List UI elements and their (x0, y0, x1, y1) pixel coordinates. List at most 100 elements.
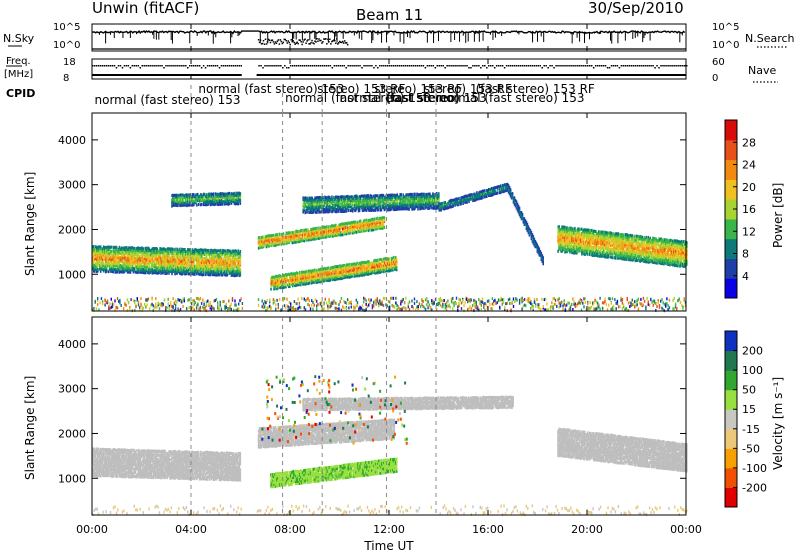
power-cell (189, 197, 191, 201)
power-cell (351, 226, 354, 230)
power-cell (172, 203, 174, 207)
power-cell (288, 285, 290, 289)
nsearch-dot (280, 40, 283, 43)
power-cell (298, 279, 301, 283)
power-cell (389, 257, 391, 261)
power-cell (331, 230, 333, 234)
power-cell (123, 256, 126, 260)
power-cell (173, 264, 175, 268)
power-cell (112, 251, 115, 255)
power-cell (301, 228, 303, 232)
power-cell (104, 246, 107, 249)
power-cell (217, 249, 220, 253)
power-cell (320, 236, 322, 240)
power-cell (350, 223, 353, 227)
power-cell (143, 263, 146, 267)
power-cell (196, 266, 199, 270)
power-cell (184, 203, 186, 207)
power-cell (193, 269, 195, 272)
power-cell (380, 222, 383, 226)
power-cell (138, 264, 141, 268)
power-cell (351, 223, 354, 227)
power-cell (192, 254, 194, 258)
power-cell (124, 262, 127, 266)
power-cell (182, 272, 184, 276)
power-cell (172, 265, 174, 269)
power-cell (144, 268, 147, 272)
nave-dot (648, 65, 650, 67)
power-cell (92, 259, 94, 263)
power-cell (144, 261, 147, 265)
power-cell (171, 251, 173, 255)
power-cell (205, 261, 208, 265)
nave-dot (325, 65, 328, 67)
power-cell (129, 258, 132, 262)
power-cell (234, 251, 237, 255)
power-cell (127, 266, 130, 270)
power-cell (97, 245, 99, 249)
power-cell (185, 272, 187, 276)
power-cell (118, 250, 121, 254)
power-cell (182, 251, 184, 255)
power-cell (227, 269, 230, 273)
power-cell (270, 279, 272, 283)
power-cell (378, 224, 381, 228)
power-cell (132, 267, 135, 270)
nsearch-dot (274, 41, 277, 43)
power-cell (286, 237, 289, 241)
power-cell (230, 265, 233, 269)
power-cell (189, 250, 191, 253)
power-cell (295, 238, 297, 242)
power-cell (114, 270, 117, 274)
power-cell (141, 261, 144, 265)
nave-dot (523, 65, 526, 67)
power-cell (289, 231, 292, 235)
power-cell (205, 195, 208, 199)
power-cell (146, 271, 149, 275)
power-cell (97, 257, 99, 261)
nsearch-dot (311, 39, 313, 42)
power-cell (291, 282, 293, 286)
power-cell (295, 273, 298, 277)
power-cell (197, 250, 200, 254)
power-cell (129, 250, 132, 254)
power-cell (316, 235, 318, 239)
power-cell (203, 265, 206, 268)
nave-dot (355, 65, 357, 67)
nave-dot (234, 65, 237, 67)
power-cell (185, 270, 187, 274)
power-cell (307, 230, 309, 234)
power-cell (339, 229, 341, 233)
power-cell (164, 261, 166, 265)
power-cell (230, 271, 233, 275)
power-cell (191, 262, 193, 266)
power-cell (313, 231, 315, 235)
power-cell (264, 243, 267, 247)
nsearch-dot (270, 39, 273, 42)
power-cell (268, 234, 271, 238)
nave-dot (141, 65, 143, 67)
power-cell (211, 271, 214, 275)
power-cell (273, 287, 275, 291)
power-cell (204, 273, 207, 277)
power-cell (238, 259, 241, 263)
power-cell (142, 257, 145, 261)
power-cell (211, 261, 214, 265)
nave-dot (278, 65, 280, 67)
power-cell (129, 248, 132, 252)
nave-dot (359, 65, 361, 67)
power-cell (217, 259, 220, 263)
power-cell (239, 261, 242, 265)
power-cell (176, 265, 178, 269)
power-cell (190, 254, 192, 258)
power-cell (111, 262, 114, 266)
power-cell (422, 199, 424, 203)
power-cell (272, 237, 275, 241)
power-cell (132, 252, 135, 256)
power-cell (152, 259, 154, 263)
power-cell (108, 245, 111, 249)
power-cell (128, 266, 131, 270)
power-cell (238, 263, 241, 267)
power-cell (194, 195, 196, 199)
nave-dot (349, 65, 351, 67)
